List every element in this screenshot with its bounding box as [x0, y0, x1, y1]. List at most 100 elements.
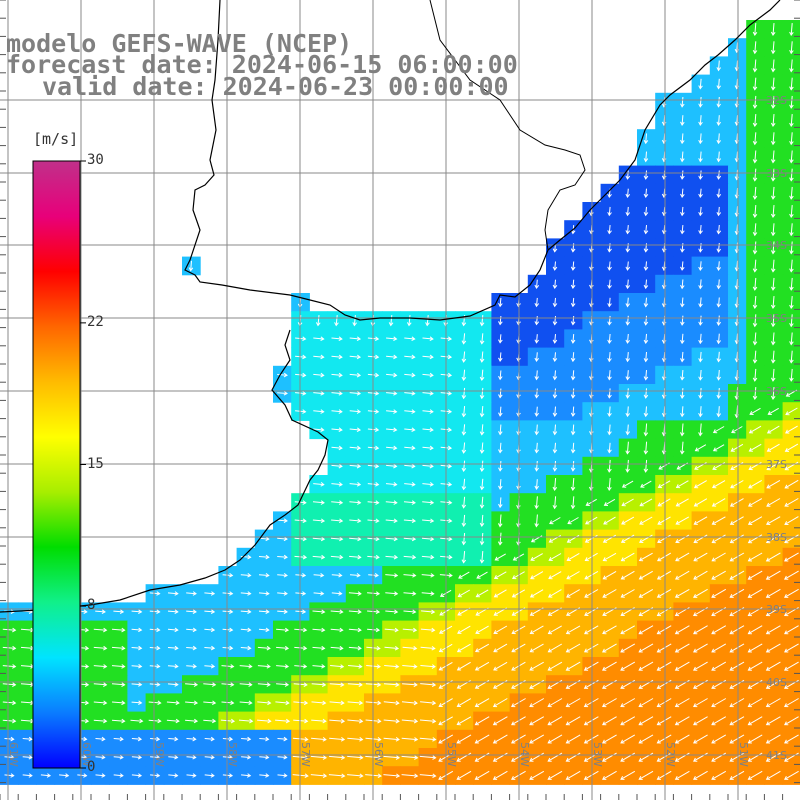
wind-arrow — [534, 370, 539, 381]
wind-arrow — [643, 170, 649, 180]
wind-arrow — [747, 661, 763, 671]
wind-arrow — [331, 427, 343, 433]
wind-arrow — [752, 368, 758, 382]
wind-arrow — [312, 645, 326, 651]
wind-arrow — [498, 297, 503, 308]
wind-arrow — [602, 534, 617, 543]
wind-arrow — [680, 351, 685, 363]
wind-arrow — [404, 354, 416, 360]
wind-arrow — [547, 716, 563, 726]
wind-arrow — [329, 755, 346, 760]
wind-arrow — [643, 370, 649, 381]
colorbar-tick: 22 — [87, 313, 104, 330]
wind-arrow — [783, 698, 799, 708]
wind-arrow — [456, 661, 471, 671]
wind-arrow — [789, 350, 794, 364]
wind-arrow — [783, 552, 799, 562]
wind-arrow — [404, 482, 416, 487]
wind-arrow — [625, 225, 631, 235]
wind-arrow — [716, 78, 721, 90]
wind-arrow — [130, 718, 144, 724]
wind-arrow — [752, 114, 758, 128]
wind-arrow — [716, 279, 721, 290]
wind-arrow — [752, 387, 758, 401]
wind-arrow — [765, 661, 781, 671]
wind-arrow — [693, 516, 708, 525]
wind-arrow — [749, 407, 761, 415]
wind-arrow — [492, 734, 508, 744]
wind-arrow — [680, 315, 685, 326]
wind-arrow — [716, 369, 721, 381]
wind-arrow — [384, 664, 400, 669]
wind-arrow — [674, 716, 690, 726]
wind-arrow — [258, 591, 270, 596]
wind-arrow — [93, 718, 108, 724]
wind-arrow — [770, 95, 776, 109]
wind-arrow — [607, 459, 612, 473]
wind-arrow — [240, 609, 252, 614]
wind-arrow — [461, 532, 467, 546]
wind-arrow — [711, 534, 726, 544]
wind-arrow — [643, 225, 649, 235]
wind-arrow — [680, 115, 685, 126]
wind-arrow — [729, 770, 745, 780]
wind-arrow — [643, 441, 649, 455]
wind-arrow — [621, 480, 634, 488]
wind-arrow — [403, 591, 417, 596]
wind-arrow — [638, 661, 654, 671]
wind-arrow — [711, 661, 727, 671]
wind-arrow — [131, 645, 143, 651]
wind-arrow — [131, 755, 143, 760]
wind-arrow — [625, 206, 631, 217]
wind-arrow — [698, 170, 703, 180]
wind-arrow — [461, 442, 467, 454]
wind-arrow — [456, 734, 472, 744]
wind-arrow — [186, 664, 197, 669]
wind-arrow — [766, 498, 781, 507]
wind-arrow — [692, 770, 708, 780]
wind-arrow — [384, 646, 400, 651]
wind-arrow — [401, 773, 419, 779]
wind-arrow — [204, 773, 215, 778]
wind-arrow — [770, 23, 776, 37]
wind-arrow — [570, 334, 576, 344]
wind-arrow — [479, 351, 485, 363]
wind-arrow — [529, 625, 544, 635]
wind-arrow — [401, 700, 418, 706]
wind-arrow — [643, 206, 649, 217]
wind-arrow — [552, 315, 558, 326]
wind-arrow — [607, 206, 612, 217]
wind-arrow — [643, 423, 649, 437]
wind-arrow — [422, 391, 434, 396]
wind-arrow — [766, 425, 780, 434]
wind-arrow — [639, 498, 653, 507]
wind-arrow — [277, 390, 288, 396]
wind-arrow — [385, 554, 399, 560]
wind-arrow — [475, 589, 489, 598]
wind-arrow — [241, 755, 252, 760]
wind-arrow — [752, 314, 758, 328]
wind-arrow — [692, 661, 708, 671]
wind-arrow — [498, 442, 503, 454]
wind-arrow — [529, 734, 545, 744]
wind-arrow — [534, 279, 540, 290]
wind-arrow — [529, 716, 545, 726]
wind-arrow — [784, 534, 799, 544]
wind-arrow — [330, 554, 344, 560]
wind-arrow — [419, 755, 437, 760]
wind-arrow — [680, 406, 685, 418]
wind-arrow — [422, 445, 434, 451]
wind-arrow — [548, 571, 562, 580]
wind-arrow — [602, 589, 617, 598]
wind-arrow — [349, 482, 362, 487]
wind-arrow — [747, 625, 763, 635]
longitude-label: 61W — [7, 742, 20, 767]
wind-arrow — [621, 498, 634, 507]
wind-arrow — [419, 773, 437, 779]
wind-arrow — [770, 114, 776, 128]
wind-arrow — [566, 534, 580, 543]
wind-arrow — [534, 334, 539, 344]
wind-arrow — [492, 770, 508, 780]
wind-arrow — [386, 372, 398, 378]
